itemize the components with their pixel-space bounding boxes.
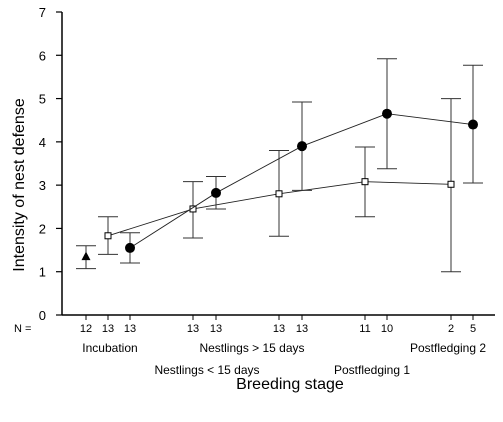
y-tick-label: 7 xyxy=(39,5,46,20)
n-label: 2 xyxy=(448,323,454,335)
data-point-square xyxy=(447,180,455,188)
data-point-triangle xyxy=(81,251,91,261)
open-square-series xyxy=(98,98,461,273)
y-tick-label: 2 xyxy=(39,221,46,236)
data-point-square xyxy=(361,178,369,186)
data-point-circle xyxy=(382,108,392,119)
y-axis-title: Intensity of nest defense xyxy=(11,98,28,272)
data-point-square xyxy=(275,190,283,198)
stage-label: Nestlings < 15 days xyxy=(154,363,259,377)
data-point-square xyxy=(104,232,112,240)
y-tick-label: 6 xyxy=(39,48,46,63)
stage-label: Incubation xyxy=(82,341,137,355)
data-point-circle xyxy=(125,242,135,253)
n-prefix-label: N = xyxy=(14,323,31,335)
series-layer xyxy=(76,58,483,273)
y-tick-label: 0 xyxy=(39,308,46,323)
stage-label: Postfledging 2 xyxy=(410,341,486,355)
n-label: 13 xyxy=(102,323,114,335)
n-label: 13 xyxy=(296,323,308,335)
triangle-series xyxy=(76,245,96,270)
y-tick-label: 3 xyxy=(39,178,46,193)
filled-circle-series xyxy=(120,58,483,264)
n-label: 5 xyxy=(470,323,476,335)
y-tick-label: 4 xyxy=(39,135,46,150)
n-label: 10 xyxy=(381,323,393,335)
data-point-circle xyxy=(468,119,478,130)
n-label: 11 xyxy=(359,323,370,335)
labels-layer: N = 12 13 13 13 13 13 13 11 10 2 5 Incubation Nestlin… xyxy=(14,323,486,377)
stage-label: Nestlings > 15 days xyxy=(199,341,304,355)
x-axis-title: Breeding stage xyxy=(236,376,344,393)
n-label: 13 xyxy=(273,323,285,335)
data-point-square xyxy=(189,205,197,213)
stage-label: Postfledging 1 xyxy=(334,363,410,377)
axes: 0 1 2 3 4 5 6 7 xyxy=(39,5,495,323)
n-label: 13 xyxy=(187,323,199,335)
n-label: 13 xyxy=(124,323,136,335)
data-point-circle xyxy=(297,141,307,152)
n-label: 13 xyxy=(210,323,222,335)
y-tick-label: 1 xyxy=(39,265,46,280)
data-point-circle xyxy=(211,187,221,198)
n-label: 12 xyxy=(80,323,92,335)
y-tick-label: 5 xyxy=(39,92,46,107)
